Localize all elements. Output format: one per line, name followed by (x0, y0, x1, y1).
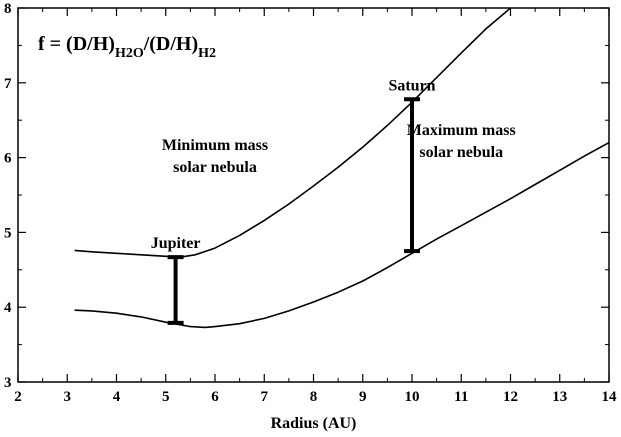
x-tick-label: 2 (14, 389, 22, 405)
annotation-line: solar nebula (419, 144, 503, 161)
y-tick-label: 8 (4, 1, 12, 17)
y-tick-label: 7 (4, 76, 12, 92)
x-tick-label: 8 (310, 389, 318, 405)
annotation-1: Minimum mass solar nebula (162, 137, 268, 176)
x-tick-label: 9 (359, 389, 367, 405)
error-bar-label: Jupiter (151, 235, 201, 252)
x-tick-label: 12 (503, 389, 518, 405)
series-line-2 (74, 141, 609, 329)
x-tick-label: 11 (454, 389, 468, 405)
x-tick-label: 3 (64, 389, 72, 405)
y-tick-label: 3 (4, 375, 12, 391)
y-tick-label: 4 (4, 300, 12, 316)
formula-sub2: H2 (198, 46, 216, 61)
plot-area (74, 8, 609, 329)
x-axis-title: Radius (AU) (271, 415, 357, 432)
plot-frame (17, 7, 610, 383)
formula-prefix: f = (D/H) (38, 33, 115, 55)
annotation-line: Maximum mass (407, 122, 516, 139)
error-bar-saturn (404, 97, 420, 254)
formula-middle: /(D/H) (143, 33, 198, 55)
series-line-1 (74, 8, 512, 258)
x-tick-label: 7 (261, 389, 269, 405)
y-tick-label: 5 (4, 225, 12, 241)
x-tick-label: 6 (211, 389, 219, 405)
x-tick-label: 4 (113, 389, 121, 405)
formula-label: f = (D/H)H2O/(D/H)H2 (38, 33, 216, 61)
formula-sub1: H2O (115, 46, 144, 61)
x-tick-label: 5 (162, 389, 170, 405)
x-tick-label: 10 (405, 389, 420, 405)
annotation-line: solar nebula (173, 159, 257, 176)
error-bar-jupiter (167, 255, 184, 325)
error-bar-label: Saturn (388, 77, 435, 94)
x-tick-label: 14 (602, 389, 618, 405)
annotation-2: Maximum mass solar nebula (407, 122, 516, 161)
axes (17, 7, 610, 383)
x-tick-label: 13 (552, 389, 567, 405)
annotation-line: Minimum mass (162, 137, 268, 154)
y-tick-label: 6 (4, 151, 12, 167)
